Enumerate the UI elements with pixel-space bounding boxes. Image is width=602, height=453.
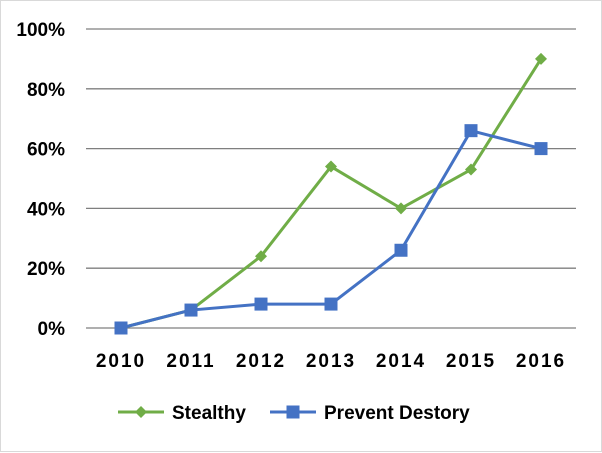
- y-tick-label: 20%: [27, 259, 65, 280]
- x-tick-label: 2015: [446, 351, 496, 372]
- data-point: [394, 243, 408, 257]
- data-point: [464, 124, 478, 138]
- y-tick-label: 60%: [27, 140, 65, 161]
- series-line: [119, 57, 543, 330]
- legend: Stealthy Prevent Destory: [118, 403, 470, 424]
- data-point: [255, 250, 267, 263]
- data-point: [395, 202, 407, 215]
- gridlines: [86, 28, 576, 329]
- x-tick-label: 2012: [236, 351, 286, 372]
- x-tick-label: 2011: [166, 351, 215, 372]
- y-tick-label: 0%: [38, 319, 66, 340]
- data-point: [254, 297, 268, 311]
- series-stealthy: [115, 52, 547, 334]
- legend-marker: [135, 406, 147, 418]
- data-point: [184, 303, 198, 317]
- series-prevent-destory: [114, 124, 548, 335]
- y-tick-label: 80%: [27, 80, 65, 101]
- legend-item: Stealthy: [118, 403, 246, 424]
- y-tick-label: 100%: [16, 20, 65, 41]
- data-point: [534, 142, 548, 156]
- data-point: [324, 297, 338, 311]
- x-axis-ticks: 2010 2011 2012 2013 2014 2015 2016: [96, 351, 566, 372]
- data-point: [535, 52, 547, 65]
- y-tick-label: 40%: [27, 199, 65, 220]
- x-tick-label: 2013: [306, 351, 356, 372]
- series-lines: [114, 52, 548, 335]
- x-tick-label: 2016: [516, 351, 566, 372]
- x-tick-label: 2010: [96, 351, 146, 372]
- data-point: [325, 160, 337, 173]
- data-point: [114, 321, 128, 335]
- x-tick-label: 2014: [376, 351, 426, 372]
- legend-label: Stealthy: [172, 403, 246, 424]
- legend-item: Prevent Destory: [270, 403, 470, 424]
- legend-label: Prevent Destory: [324, 403, 470, 424]
- y-axis-ticks: 0% 20% 40% 60% 80% 100%: [16, 20, 65, 340]
- data-point: [465, 163, 477, 176]
- legend-marker: [286, 405, 300, 419]
